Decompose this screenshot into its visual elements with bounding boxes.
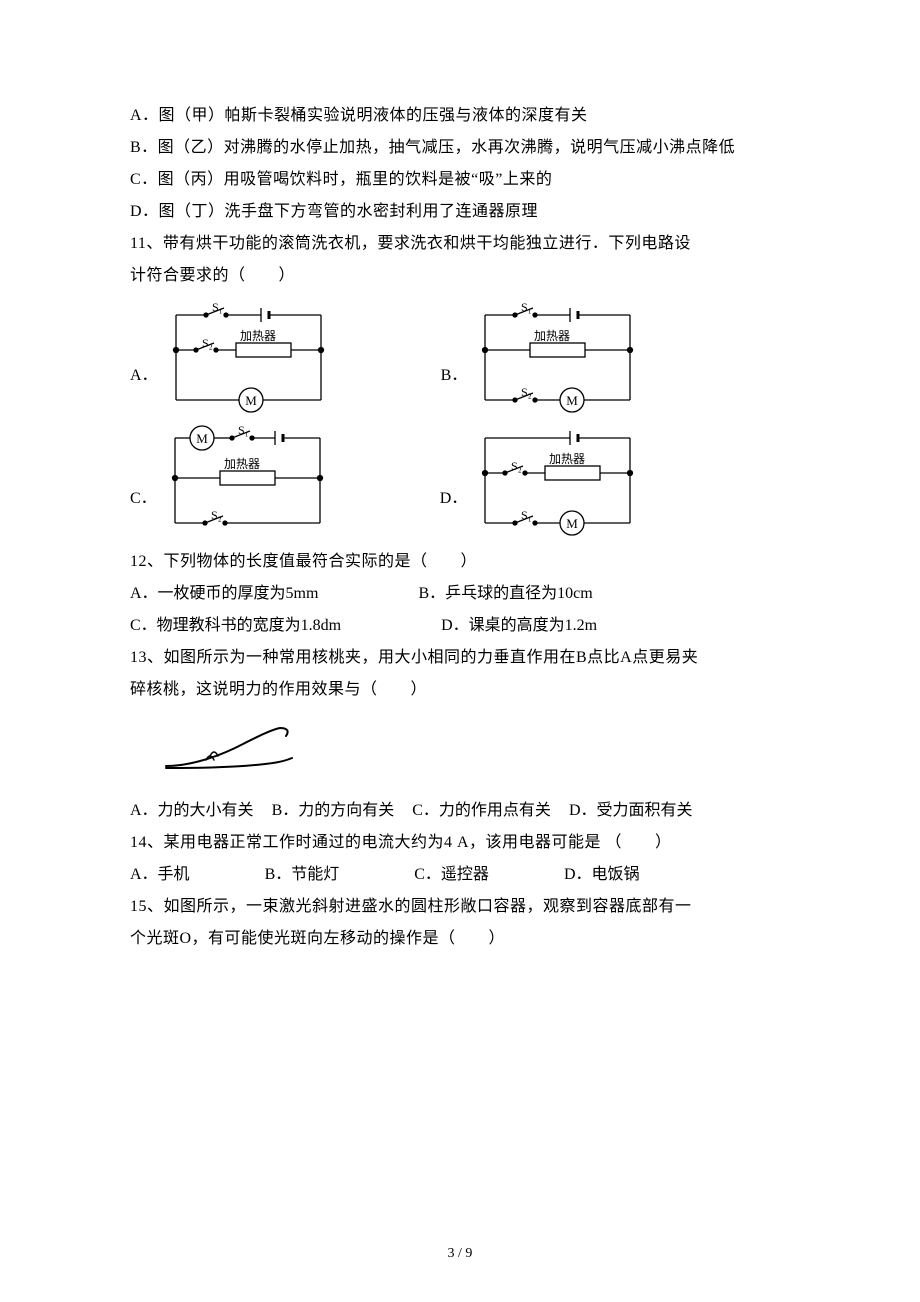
q10-option-d: D．图（丁）洗手盘下方弯管的水密封利用了连通器原理 (130, 196, 790, 228)
svg-text:加热器: 加热器 (549, 452, 585, 466)
svg-text:S₁: S₁ (212, 300, 223, 314)
svg-text:S₁: S₁ (238, 423, 249, 437)
q11-label-c: C． (130, 484, 157, 508)
q10-option-c: C．图（丙）用吸管喝饮料时，瓶里的饮料是被“吸”上来的 (130, 164, 790, 196)
q14-c: C．遥控器 (414, 859, 489, 891)
q10-option-b: B．图（乙）对沸腾的水停止加热，抽气减压，水再次沸腾，说明气压减小沸点降低 (130, 132, 790, 164)
q14-d: D．电饭锅 (564, 859, 640, 891)
svg-text:S₂: S₂ (211, 508, 222, 522)
q15-stem-1: 15、如图所示，一束激光斜射进盛水的圆柱形敞口容器，观察到容器底部有一 (130, 891, 790, 923)
q13-stem-2: 碎核桃，这说明力的作用效果与（ ） (130, 674, 790, 706)
circuit-a: S₁ S₂ 加热器 M (166, 300, 331, 415)
q14-b: B．节能灯 (265, 859, 340, 891)
svg-text:S₁: S₁ (521, 508, 532, 522)
page-number: 3 / 9 (0, 1246, 920, 1262)
circuit-c: M S₁ 加热器 S₂ (165, 423, 330, 538)
svg-text:S₁: S₁ (521, 300, 532, 314)
svg-text:S₂: S₂ (202, 336, 213, 350)
svg-text:加热器: 加热器 (240, 329, 276, 343)
q12-b: B．乒乓球的直径为10cm (418, 578, 592, 610)
nutcracker-figure (160, 718, 790, 783)
svg-text:M: M (196, 431, 208, 446)
q11-label-d: D． (440, 484, 468, 508)
exam-page: A．图（甲）帕斯卡裂桶实验说明液体的压强与液体的深度有关 B．图（乙）对沸腾的水… (0, 0, 920, 1302)
svg-text:M: M (566, 393, 578, 408)
q12-d: D．课桌的高度为1.2m (441, 610, 597, 642)
q11-stem-2: 计符合要求的（ ） (130, 260, 790, 292)
q11-row-2: C． (130, 423, 790, 538)
q15-stem-2: 个光斑O，有可能使光斑向左移动的操作是（ ） (130, 923, 790, 955)
q14-stem: 14、某用电器正常工作时通过的电流大约为4 A，该用电器可能是 （ ） (130, 827, 790, 859)
q12-c: C．物理教科书的宽度为1.8dm (130, 610, 341, 642)
svg-text:加热器: 加热器 (224, 457, 260, 471)
svg-text:M: M (566, 516, 578, 531)
q11-label-a: A． (130, 361, 158, 385)
q14-a: A．手机 (130, 859, 190, 891)
svg-text:M: M (245, 393, 257, 408)
q13-stem-1: 13、如图所示为一种常用核桃夹，用大小相同的力垂直作用在B点比A点更易夹 (130, 642, 790, 674)
q11-label-b: B． (441, 361, 468, 385)
q12-a: A．一枚硬币的厚度为5mm (130, 578, 318, 610)
q13-c: C．力的作用点有关 (412, 795, 551, 827)
q13-a: A．力的大小有关 (130, 795, 254, 827)
q10-option-a: A．图（甲）帕斯卡裂桶实验说明液体的压强与液体的深度有关 (130, 100, 790, 132)
q11-row-1: A． (130, 300, 790, 415)
q13-b: B．力的方向有关 (272, 795, 395, 827)
svg-text:S₂: S₂ (511, 459, 522, 473)
q12-stem: 12、下列物体的长度值最符合实际的是（ ） (130, 546, 790, 578)
svg-text:S₂: S₂ (521, 385, 532, 399)
circuit-b: S₁ 加热器 S₂ M (475, 300, 640, 415)
q11-stem-1: 11、带有烘干功能的滚筒洗衣机，要求洗衣和烘干均能独立进行．下列电路设 (130, 228, 790, 260)
svg-text:加热器: 加热器 (534, 329, 570, 343)
q13-d: D．受力面积有关 (569, 795, 693, 827)
circuit-d: S₂ 加热器 S₁ M (475, 423, 640, 538)
